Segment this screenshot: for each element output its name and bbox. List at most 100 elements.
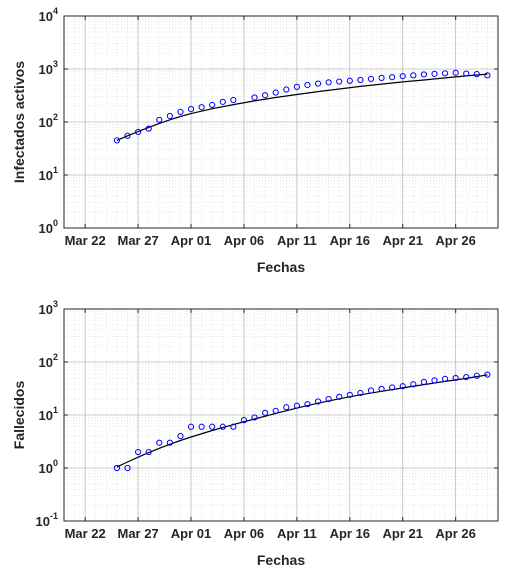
data-point (304, 81, 311, 89)
data-point (187, 106, 195, 113)
data-point (177, 108, 184, 116)
data-point (283, 86, 290, 93)
data-point (177, 432, 184, 440)
data-point (209, 423, 216, 430)
x-tick-label: Apr 11 (277, 233, 317, 248)
data-point (389, 384, 396, 391)
data-point (219, 423, 226, 430)
data-point (357, 389, 364, 397)
data-point (230, 423, 237, 430)
data-point (134, 128, 142, 136)
data-point (367, 75, 375, 83)
data-point (145, 125, 152, 132)
data-point (410, 381, 417, 388)
data-point (325, 395, 332, 403)
data-point (452, 374, 459, 382)
data-point (399, 73, 406, 80)
data-point (187, 423, 195, 430)
axes-frame (63, 15, 499, 229)
data-point (399, 383, 406, 390)
data-point (378, 385, 385, 393)
data-point (378, 74, 385, 81)
data-point (420, 378, 428, 386)
data-point (441, 70, 449, 77)
data-point (367, 387, 375, 394)
data-point (156, 439, 163, 446)
data-point (272, 407, 279, 414)
data-point (166, 112, 173, 120)
data-point (357, 76, 364, 84)
data-point (346, 391, 353, 398)
x-tick-label: Apr 21 (382, 233, 422, 248)
data-point (156, 116, 163, 123)
y-tick-label: 102 (39, 112, 58, 130)
x-tick-label: Mar 27 (117, 233, 158, 248)
data-point (484, 72, 491, 79)
data-point (452, 69, 459, 76)
data-point (145, 448, 152, 456)
y-tick-label: 104 (39, 6, 58, 24)
data-point (389, 74, 396, 81)
data-point (410, 72, 417, 79)
data-point (314, 80, 322, 87)
data-point (219, 98, 226, 105)
y-tick-label: 10-1 (36, 511, 58, 529)
data-point (484, 371, 491, 378)
y-tick-label: 101 (39, 405, 58, 423)
data-point (113, 137, 121, 144)
data-point (124, 132, 131, 139)
chart-1: Mar 22 Mar 27 Apr 01 Apr 06 Apr 11 Apr 16 Apr … (11, 6, 499, 275)
data-point (293, 83, 300, 90)
x-tick-label: Apr 21 (382, 526, 422, 541)
data-point (251, 414, 258, 421)
model-line (116, 374, 488, 468)
y-tick-label: 100 (39, 218, 58, 236)
data-point (209, 101, 216, 109)
data-point (314, 398, 322, 405)
x-tick-label: Apr 16 (330, 233, 370, 248)
data-point (166, 439, 173, 446)
data-point (473, 372, 480, 379)
data-point (336, 78, 343, 85)
x-tick-label: Mar 22 (65, 233, 106, 248)
data-point (431, 70, 438, 77)
data-point (463, 70, 470, 77)
data-point (441, 375, 449, 382)
data-point (230, 96, 237, 104)
data-point (240, 417, 248, 424)
x-tick-label: Apr 11 (277, 526, 317, 541)
x-tick-label: Apr 26 (435, 233, 475, 248)
axes-frame (63, 308, 499, 522)
data-point (336, 393, 343, 400)
model-line (116, 73, 488, 141)
y-tick-label: 103 (39, 299, 58, 317)
x-tick-label: Apr 16 (330, 526, 370, 541)
x-axis-label: Fechas (257, 259, 305, 275)
data-point (420, 71, 428, 78)
data-point (124, 464, 131, 472)
x-tick-label: Mar 22 (65, 526, 106, 541)
data-point (463, 373, 470, 381)
data-point (251, 94, 258, 101)
y-tick-label: 102 (39, 352, 58, 370)
data-point (272, 89, 279, 96)
y-tick-label: 101 (39, 165, 58, 183)
x-axis-label: Fechas (257, 552, 305, 568)
data-point (473, 71, 480, 78)
data-point (346, 77, 353, 84)
x-tick-label: Mar 27 (117, 526, 158, 541)
data-point (262, 409, 269, 416)
y-axis-label: Fallecidos (11, 381, 27, 450)
data-point (431, 377, 438, 384)
data-point (293, 402, 300, 409)
y-tick-label: 100 (39, 458, 58, 476)
data-point (113, 464, 121, 472)
x-tick-label: Apr 06 (224, 526, 264, 541)
data-point (134, 448, 142, 456)
x-tick-label: Apr 01 (171, 526, 211, 541)
x-tick-label: Apr 06 (224, 233, 264, 248)
data-point (262, 92, 269, 99)
x-tick-label: Apr 26 (435, 526, 475, 541)
data-point (198, 423, 205, 430)
